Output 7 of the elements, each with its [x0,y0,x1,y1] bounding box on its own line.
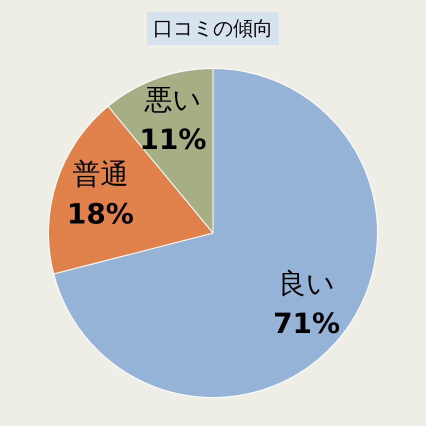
data-label: 11% [139,122,206,156]
data-label: 18% [66,198,134,231]
slice-label: 普通 [72,158,128,191]
chart-title: 口コミの傾向 [147,12,279,45]
data-label: 71% [273,306,340,340]
slice-label: 悪い [143,82,202,116]
slice-label: 良い [278,266,336,300]
